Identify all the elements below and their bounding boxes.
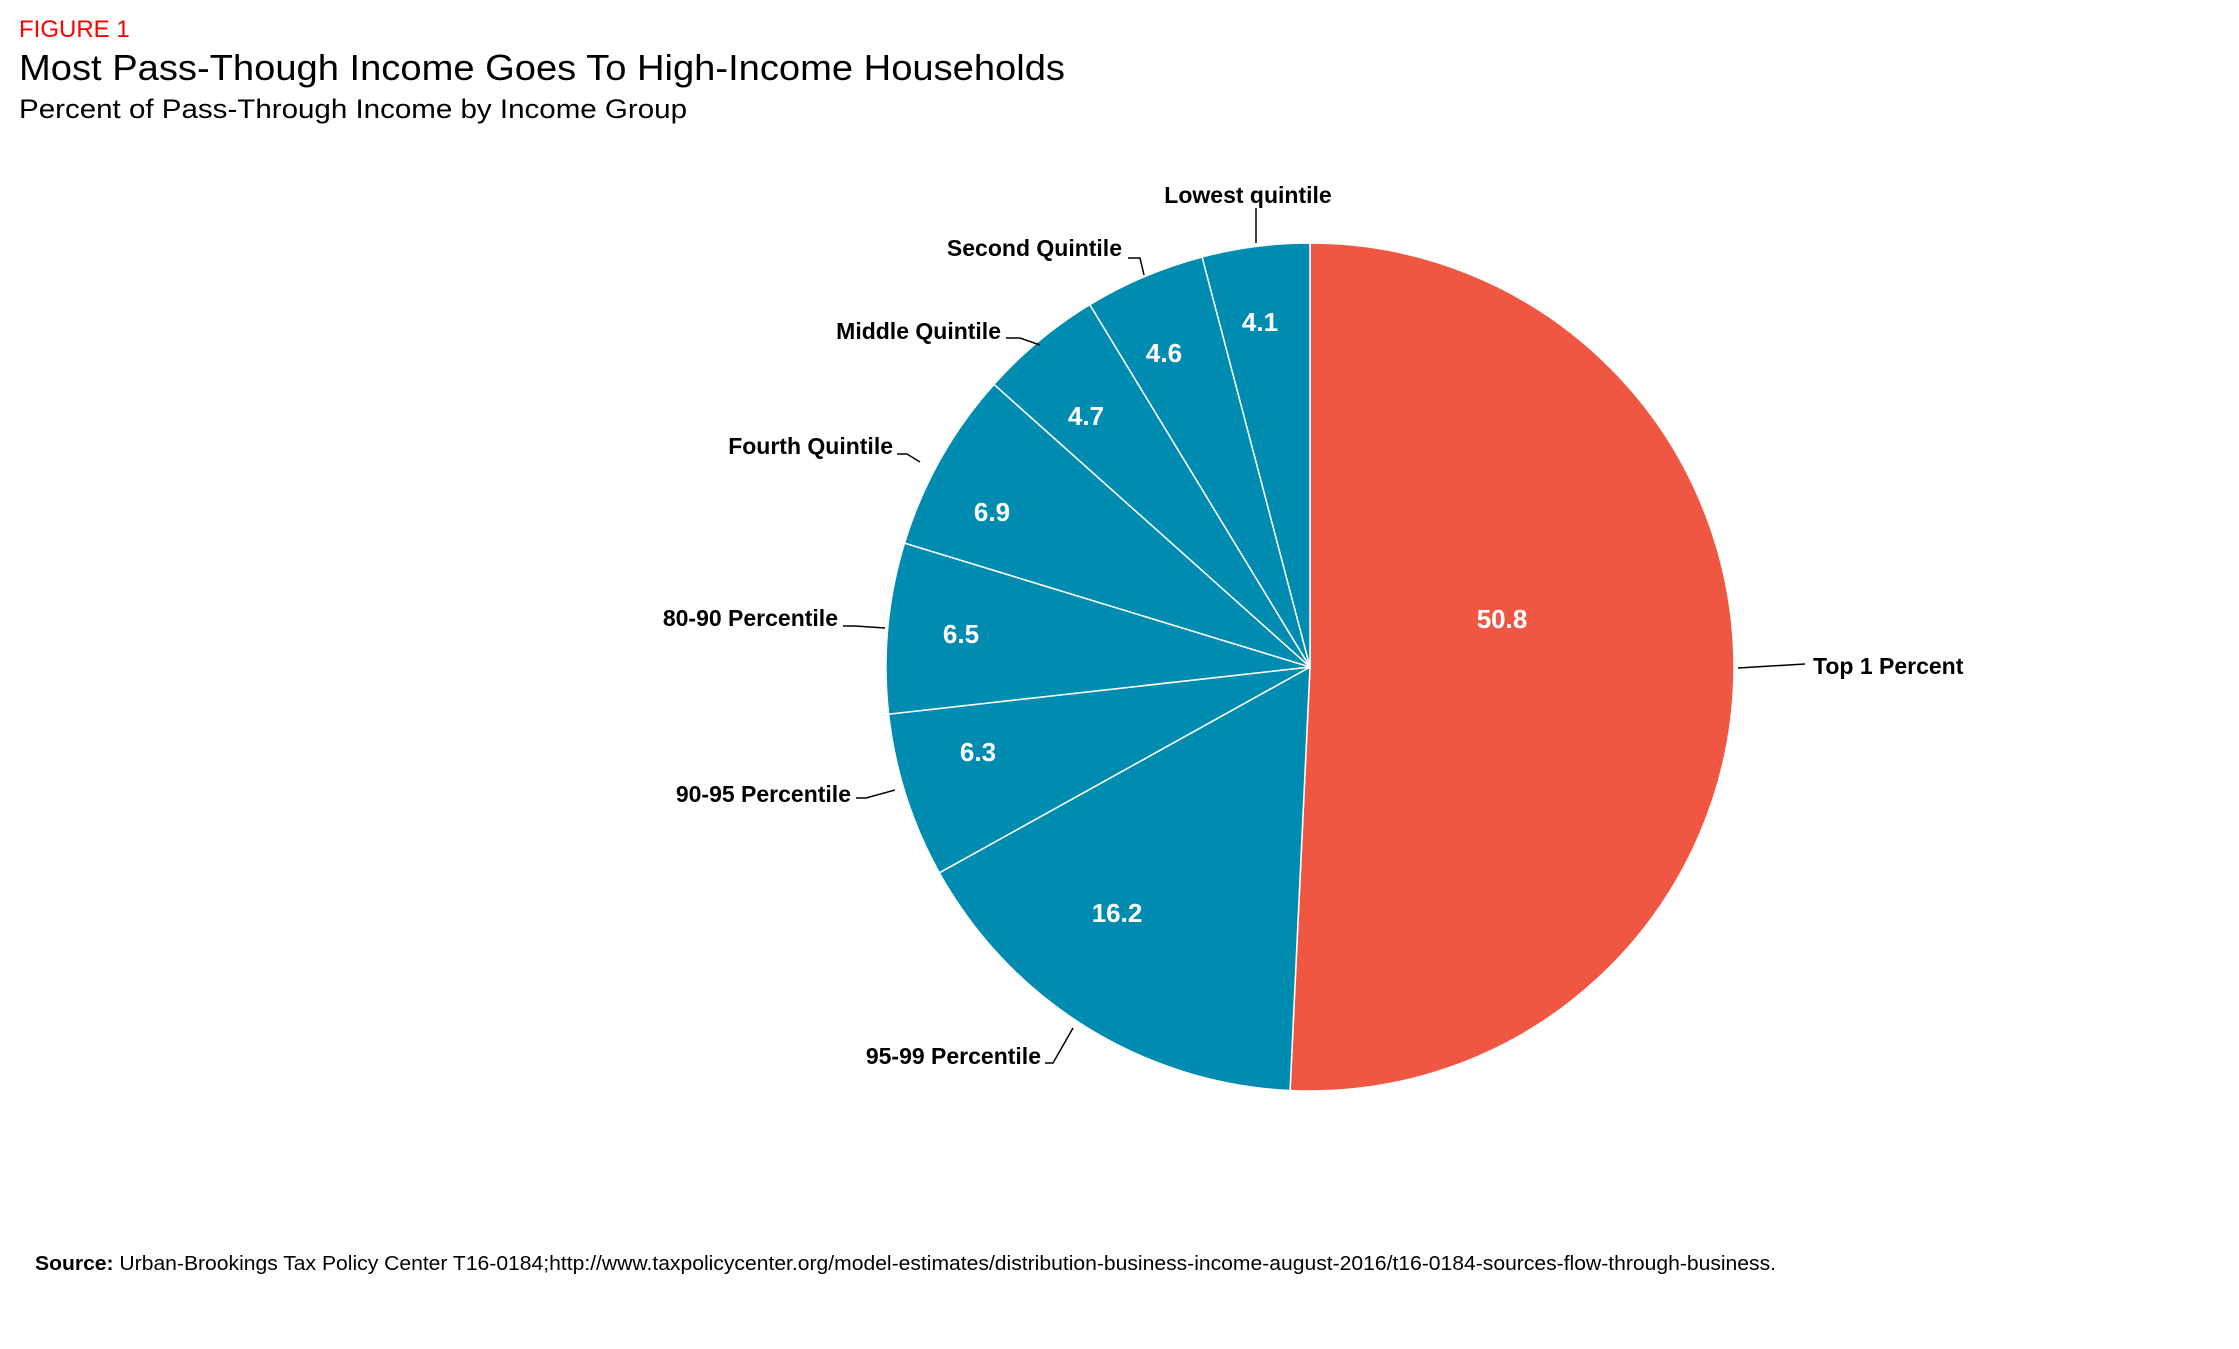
pie-slice-lowest-quintile [1201,242,1311,668]
value-label: 4.1 [1242,307,1278,337]
category-label: Lowest quintile [1164,182,1331,208]
chart-title: Most Pass-Though Income Goes To High-Inc… [19,47,1065,88]
leader-line [843,625,886,629]
pie-slice-fourth-quintile [903,383,1311,668]
category-label: Middle Quintile [836,318,1001,344]
leader-lines [843,208,1806,1064]
source-label: Source: [35,1253,114,1275]
pie-slice-80-90-percentile [885,542,1311,715]
source-note: Source: Urban-Brookings Tax Policy Cente… [35,1253,1776,1275]
pie-slices [885,242,1735,1092]
value-label: 6.3 [960,737,996,767]
pie-slice-95-99-percentile [938,665,1311,1092]
leader-line [1128,257,1145,276]
category-label: Top 1 Percent [1813,653,1964,679]
source-text: Urban-Brookings Tax Policy Center T16-01… [119,1253,1776,1275]
leader-line [1006,337,1041,346]
chart-subtitle: Percent of Pass-Through Income by Income… [19,94,687,124]
category-label: Second Quintile [947,235,1122,261]
leader-line [1737,663,1806,669]
value-label: 4.7 [1068,401,1104,431]
leader-line [1045,1027,1074,1064]
value-label: 50.8 [1477,604,1528,634]
figure-label: FIGURE 1 [19,16,130,43]
value-label: 4.6 [1146,338,1182,368]
category-label: 80-90 Percentile [663,605,838,631]
category-label: 90-95 Percentile [676,781,851,807]
leader-line [856,789,896,799]
category-label: 95-99 Percentile [866,1043,1041,1069]
value-label: 6.9 [974,497,1010,527]
value-label: 16.2 [1092,898,1143,928]
pie-slice-top-1-percent [1289,242,1735,1092]
pie-slice-90-95-percentile [887,666,1311,874]
category-label: Fourth Quintile [728,433,893,459]
value-label: 6.5 [943,619,979,649]
leader-line [897,453,921,463]
